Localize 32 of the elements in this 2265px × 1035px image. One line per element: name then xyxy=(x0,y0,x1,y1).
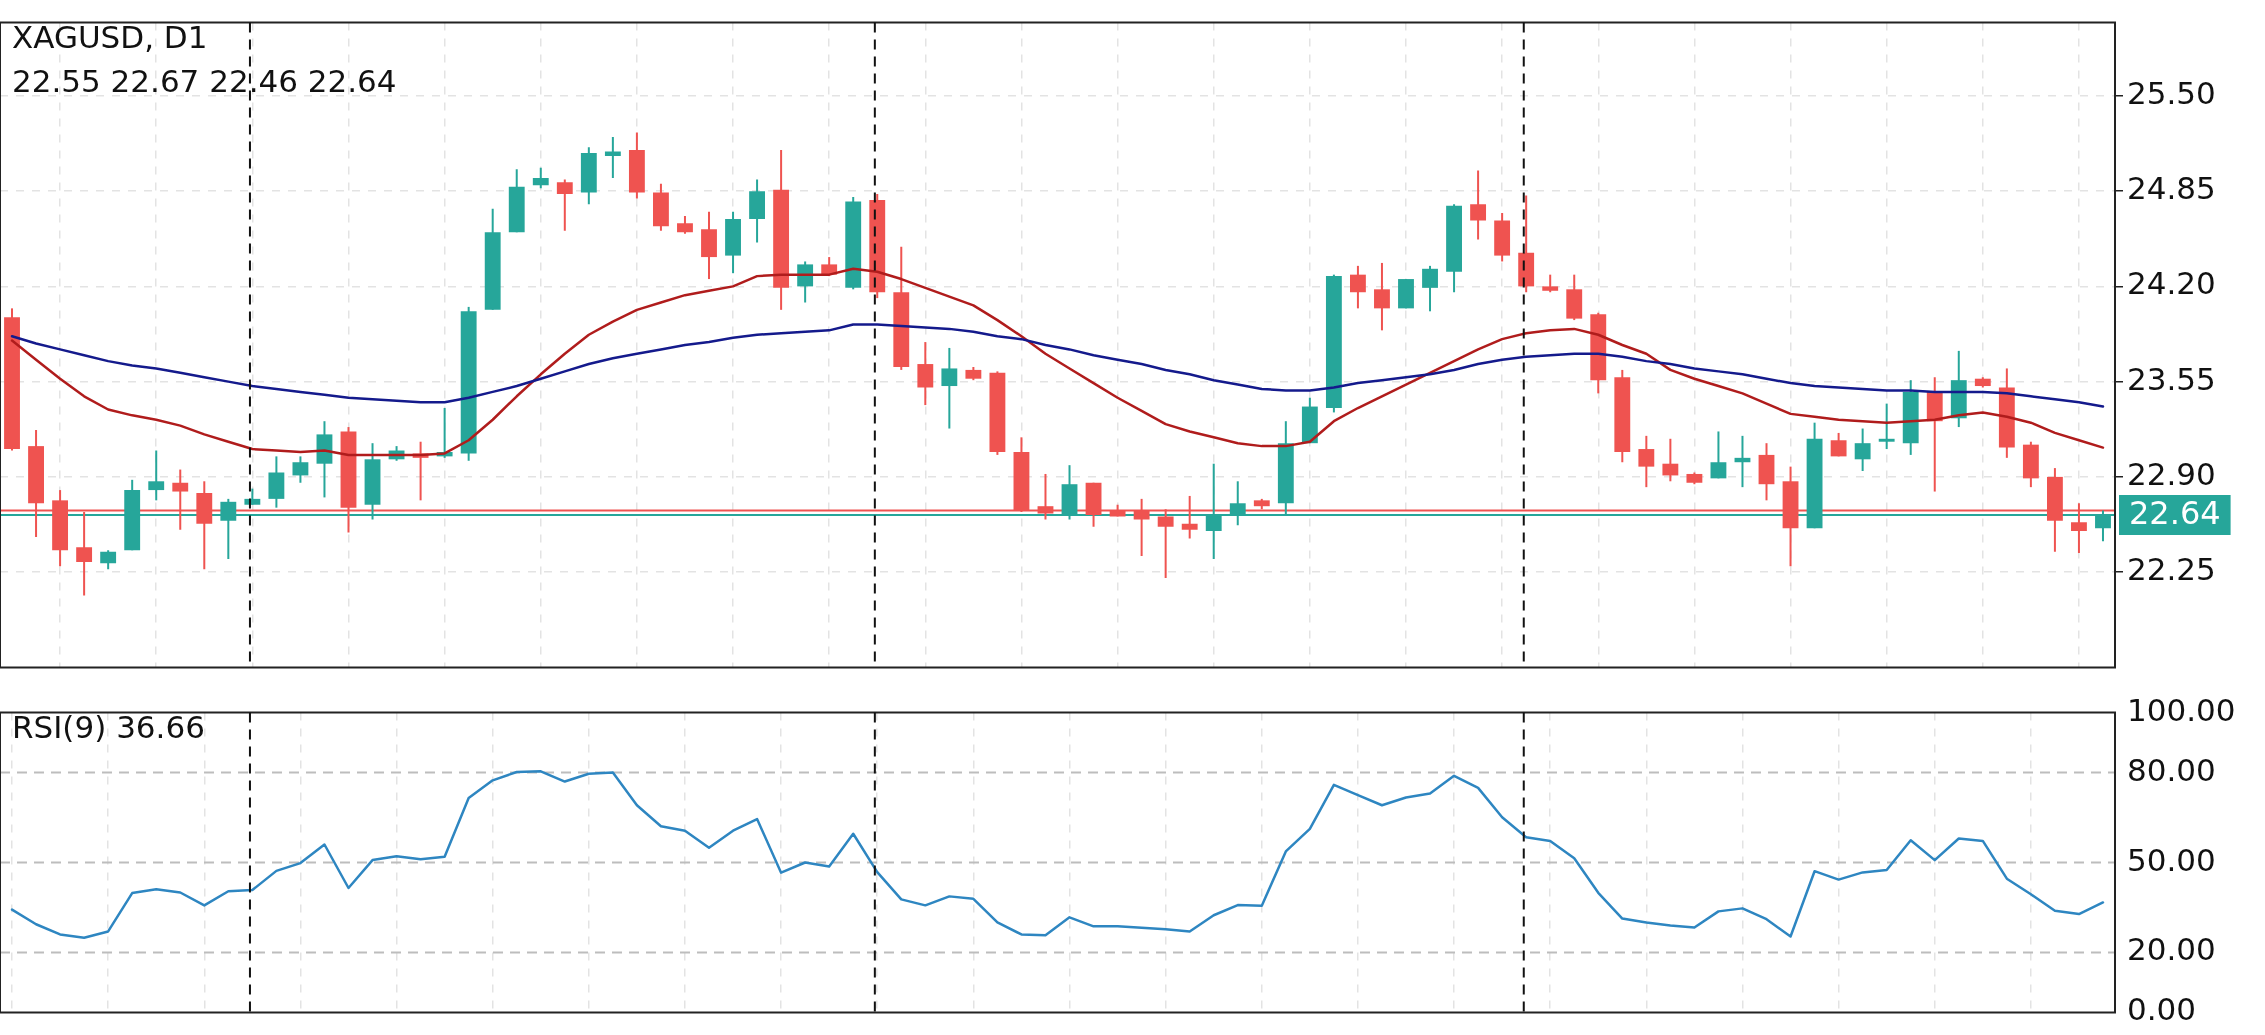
candlestick xyxy=(1350,264,1366,310)
candlestick xyxy=(1374,261,1390,332)
chart-title: XAGUSD, D1 xyxy=(12,19,208,55)
chart-title: RSI(9) 36.66 xyxy=(12,709,205,745)
candlestick xyxy=(1638,434,1655,489)
y-tick-label: 22.25 xyxy=(2127,551,2216,588)
candlestick xyxy=(1854,427,1871,473)
candlestick xyxy=(292,455,309,484)
candlestick xyxy=(556,178,573,232)
y-tick-label: 24.85 xyxy=(2127,170,2216,207)
y-tick-label: 20.00 xyxy=(2127,931,2216,968)
y-tick-label: 100.00 xyxy=(2127,691,2236,728)
y-tick-label: 0.00 xyxy=(2127,991,2197,1028)
ref-line-label: 22.64 xyxy=(2129,494,2221,533)
candlestick xyxy=(604,135,621,179)
text: 22.55 22.67 22.46 22.64 xyxy=(12,63,397,99)
candlestick xyxy=(1710,430,1727,480)
y-tick-label: 80.00 xyxy=(2127,751,2216,788)
candlestick xyxy=(917,341,934,407)
y-tick-label: 25.50 xyxy=(2127,74,2216,111)
y-tick-label: 22.90 xyxy=(2127,455,2216,492)
candlestick xyxy=(1470,169,1487,241)
y-tick-label: 50.00 xyxy=(2127,841,2216,878)
candlestick xyxy=(100,549,117,571)
candlestick xyxy=(532,166,549,190)
candlestick xyxy=(148,449,165,502)
y-tick-label: 24.20 xyxy=(2127,265,2216,302)
candlestick xyxy=(1662,437,1679,483)
candlestick xyxy=(1422,264,1438,313)
y-tick-label: 23.55 xyxy=(2127,360,2216,397)
candlestick xyxy=(941,346,958,430)
candlestick xyxy=(1878,402,1895,451)
